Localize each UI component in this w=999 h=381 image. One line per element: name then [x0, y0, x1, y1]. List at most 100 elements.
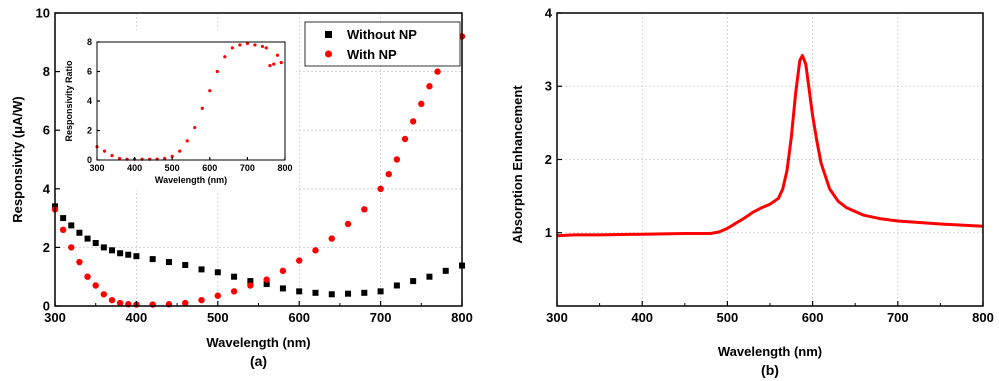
data-point-with-np — [108, 296, 116, 304]
data-point-with-np — [393, 156, 401, 163]
inset-data-point — [245, 41, 249, 46]
legend-marker-with-np — [325, 50, 332, 58]
data-point-with-np — [214, 292, 221, 299]
data-point-without-np — [263, 281, 270, 288]
inset-data-point — [185, 139, 189, 143]
legend-marker-without-np — [325, 31, 332, 38]
x-tick-label: 300 — [546, 310, 568, 325]
inset-data-point — [279, 61, 283, 65]
data-point-with-np — [100, 291, 108, 298]
data-point-without-np — [60, 215, 67, 222]
inset-data-point — [102, 149, 107, 153]
legend-a: Without NP With NP — [304, 21, 461, 67]
chart-panel-b: 300 400 500 600 700 800 1 2 3 4 Wavelength (nm) A… — [510, 5, 994, 378]
data-point-with-np — [361, 206, 368, 213]
data-point-without-np — [312, 289, 319, 296]
inset-data-point — [253, 43, 257, 47]
inset-data-point — [178, 149, 182, 153]
data-point-with-np — [59, 226, 67, 234]
x-tick-label: 800 — [277, 163, 292, 173]
data-point-without-np — [214, 269, 221, 276]
inset-data-point — [200, 106, 204, 110]
x-tick-label: 600 — [202, 163, 217, 173]
panel-label-a: (a) — [250, 353, 267, 369]
data-point-without-np — [165, 259, 172, 266]
inset-data-point — [260, 44, 265, 49]
data-point-without-np — [92, 240, 99, 247]
data-point-with-np — [296, 257, 303, 264]
data-point-with-np — [409, 118, 417, 125]
data-point-with-np — [385, 170, 392, 178]
data-point-without-np — [247, 278, 254, 285]
data-point-with-np — [401, 135, 409, 143]
data-point-with-np — [344, 220, 352, 228]
x-tick-label: 500 — [165, 163, 180, 173]
data-point-without-np — [117, 250, 124, 257]
series-line-absorption-enhancement — [556, 54, 984, 238]
inset-x-axis-label: Wavelength (nm) — [155, 175, 227, 185]
data-point-without-np — [125, 251, 132, 258]
data-point-without-np — [410, 278, 417, 285]
data-point-without-np — [149, 256, 156, 263]
x-tick-label: 700 — [370, 310, 392, 325]
y-tick-label: 10 — [36, 5, 50, 20]
data-point-without-np — [108, 247, 115, 254]
y-tick-label: 0 — [43, 298, 50, 313]
data-point-with-np — [230, 288, 238, 295]
inset-data-point — [223, 55, 227, 59]
inset-data-point — [170, 154, 174, 158]
data-point-without-np — [328, 291, 335, 298]
x-tick-label: 500 — [207, 310, 229, 325]
legend-entry-with-np: With NP — [347, 47, 397, 62]
series-b — [556, 54, 984, 238]
inset-data-point — [272, 62, 276, 66]
data-point-without-np — [100, 244, 107, 251]
y-tick-label: 6 — [43, 123, 50, 138]
y-tick-label: 1 — [545, 225, 552, 240]
inset-data-point — [215, 69, 219, 74]
y-tick-label: 4 — [43, 181, 51, 196]
data-point-without-np — [68, 222, 75, 229]
legend-box — [304, 21, 461, 67]
x-tick-label: 600 — [802, 310, 824, 325]
y-axis-label-a: Responsivity (μA/W) — [10, 96, 25, 222]
x-tick-label: 700 — [887, 310, 909, 325]
x-tick-label: 700 — [240, 163, 255, 173]
x-tick-label: 300 — [44, 310, 66, 325]
inset-data-point — [208, 89, 212, 93]
data-point-without-np — [377, 288, 384, 295]
x-tick-label: 300 — [89, 163, 104, 173]
x-tick-label: 400 — [126, 310, 148, 325]
y-tick-label: 2 — [43, 240, 50, 255]
data-point-with-np — [247, 282, 254, 289]
inset-data-point — [230, 46, 234, 50]
data-point-with-np — [418, 100, 425, 108]
data-point-without-np — [296, 288, 303, 295]
inset-axis-ticks: 300 400 500 600 700 800 0 2 4 6 8 — [87, 37, 293, 173]
y-tick-label: 2 — [87, 126, 92, 136]
data-point-without-np — [198, 266, 205, 273]
data-point-without-np — [393, 282, 400, 289]
series-a — [51, 33, 466, 308]
data-point-with-np — [92, 282, 99, 289]
data-point-with-np — [434, 68, 441, 75]
inset-data-point — [110, 153, 114, 158]
y-tick-label: 0 — [87, 155, 92, 165]
inset-background — [60, 30, 296, 190]
data-point-without-np — [345, 290, 352, 297]
data-point-with-np — [328, 235, 335, 242]
inset-data-point — [268, 64, 272, 68]
data-point-without-np — [182, 261, 189, 268]
y-tick-label: 8 — [87, 37, 92, 47]
inset-y-axis-label: Responsivity Ratio — [64, 60, 74, 142]
axis-ticks-b: 300 400 500 600 700 800 1 2 3 4 — [545, 5, 994, 325]
inset-data-point — [193, 125, 197, 130]
inset-data-point — [264, 46, 268, 50]
data-point-without-np — [442, 267, 449, 274]
data-point-without-np — [231, 273, 238, 280]
data-point-without-np — [279, 285, 286, 292]
y-tick-label: 8 — [43, 64, 50, 79]
data-point-without-np — [133, 253, 140, 260]
y-tick-label: 6 — [87, 67, 92, 77]
x-axis-label-a: Wavelength (nm) — [206, 335, 310, 350]
